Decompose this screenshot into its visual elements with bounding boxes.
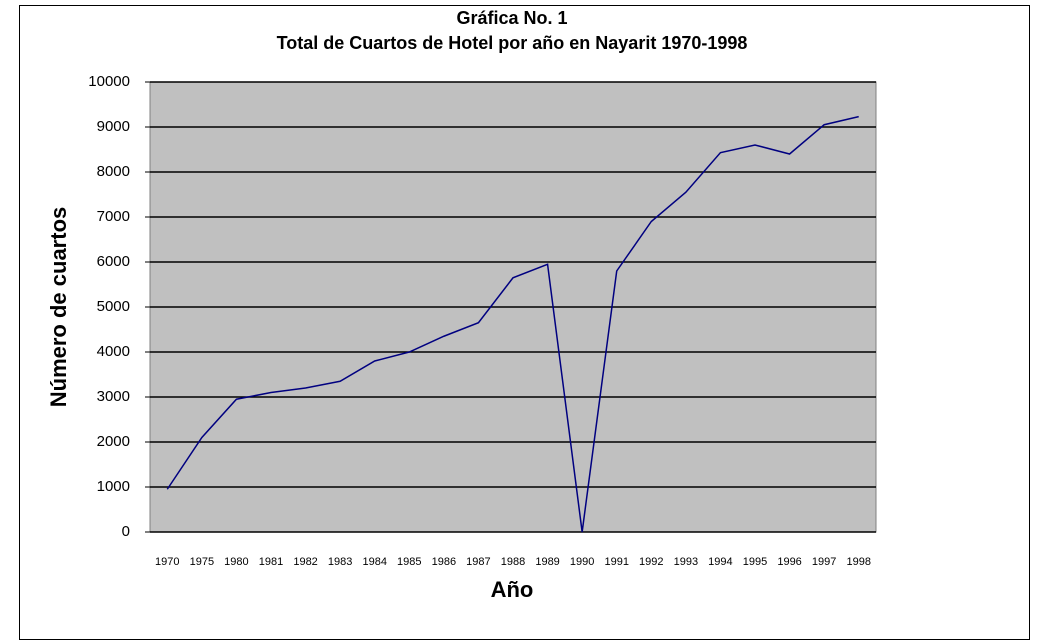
- x-tick-label: 1983: [328, 556, 352, 568]
- x-tick-label: 1981: [259, 556, 283, 568]
- y-tick-label: 9000: [97, 118, 130, 135]
- line-series: [166, 115, 859, 533]
- y-tick-label: 0: [122, 523, 130, 540]
- x-tick-label: 1985: [397, 556, 421, 568]
- x-axis-label: Año: [491, 577, 534, 602]
- x-tick-label: 1998: [846, 556, 870, 568]
- x-tick-label: 1996: [777, 556, 801, 568]
- x-tick-label: 1997: [812, 556, 836, 568]
- chart-title: Gráfica No. 1: [456, 8, 567, 28]
- y-tick-label: 7000: [97, 208, 130, 225]
- y-tick-label: 4000: [97, 343, 130, 360]
- y-tick-label: 5000: [97, 298, 130, 315]
- x-tick-label: 1975: [190, 556, 214, 568]
- x-tick-label: 1995: [743, 556, 767, 568]
- chart-subtitle: Total de Cuartos de Hotel por año en Nay…: [277, 33, 748, 53]
- y-tick-label: 10000: [88, 73, 130, 90]
- y-tick-label: 3000: [97, 388, 130, 405]
- x-tick-label: 1980: [224, 556, 248, 568]
- x-tick-label: 1984: [362, 556, 386, 568]
- y-axis-label: Número de cuartos: [46, 207, 71, 408]
- y-tick-label: 2000: [97, 433, 130, 450]
- y-tick-label: 6000: [97, 253, 130, 270]
- x-tick-label: 1990: [570, 556, 594, 568]
- y-tick-label: 8000: [97, 163, 130, 180]
- x-tick-label: 1992: [639, 556, 663, 568]
- y-tick-label: 1000: [97, 478, 130, 495]
- x-tick-label: 1982: [293, 556, 317, 568]
- x-tick-label: 1988: [501, 556, 525, 568]
- x-tick-label: 1989: [535, 556, 559, 568]
- x-tick-label: 1970: [155, 556, 179, 568]
- x-tick-label: 1994: [708, 556, 732, 568]
- x-tick-label: 1986: [432, 556, 456, 568]
- x-tick-label: 1987: [466, 556, 490, 568]
- x-tick-label: 1993: [674, 556, 698, 568]
- x-tick-label: 1991: [604, 556, 628, 568]
